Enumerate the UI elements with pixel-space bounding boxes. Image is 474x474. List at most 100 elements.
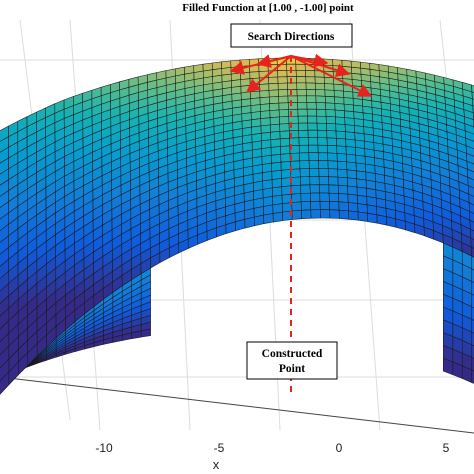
- surface-patch: [279, 116, 290, 125]
- surface-patch: [328, 176, 339, 186]
- surface-patch: [315, 95, 326, 104]
- surface-patch: [357, 211, 369, 222]
- surface-patch: [230, 59, 241, 68]
- surface-patch: [335, 123, 346, 132]
- x-tick-label: 0: [336, 441, 343, 455]
- surface-patch: [338, 209, 350, 220]
- surface-patch: [287, 82, 298, 90]
- surface-patch: [346, 161, 357, 172]
- surface-patch: [324, 83, 335, 91]
- surface-patch: [324, 96, 336, 104]
- surface-patch: [347, 193, 358, 204]
- surface-patch: [280, 153, 291, 163]
- surface-patch: [357, 203, 368, 214]
- surface-patch: [316, 122, 327, 131]
- surface-patch: [376, 214, 387, 226]
- surface-patch: [244, 216, 255, 229]
- surface-patch: [318, 168, 329, 177]
- surface-patch: [290, 184, 302, 195]
- surface-patch: [272, 186, 283, 197]
- surface-patch: [315, 102, 327, 110]
- surface-patch: [326, 123, 337, 132]
- surface-patch: [297, 108, 308, 117]
- surface-patch: [319, 192, 330, 202]
- surface-patch: [271, 153, 282, 164]
- surface-patch: [315, 89, 326, 97]
- surface-patch: [271, 178, 282, 189]
- surface-patch: [319, 200, 330, 210]
- surface-patch: [270, 146, 281, 156]
- surface-patch: [318, 176, 330, 186]
- surface-patch: [271, 161, 282, 172]
- surface-patch: [344, 110, 355, 119]
- surface-patch: [290, 168, 301, 178]
- surface-patch: [467, 185, 474, 197]
- surface-patch: [466, 152, 474, 165]
- surface-patch: [269, 102, 280, 111]
- surface-patch: [260, 131, 272, 142]
- search-direction-arrow: [256, 54, 292, 68]
- x-tick-label: -10: [95, 441, 113, 455]
- surface-patch: [336, 138, 347, 147]
- surface-patch: [469, 210, 474, 223]
- surface-patch: [278, 89, 289, 97]
- surface-patch: [326, 137, 337, 147]
- surface-patch: [253, 214, 265, 227]
- x-axis-label: x: [213, 457, 220, 472]
- surface-patch: [281, 185, 292, 196]
- surface-patch: [239, 59, 250, 67]
- surface-patch: [332, 59, 343, 67]
- surface-patch: [305, 82, 316, 90]
- surface-patch: [355, 147, 366, 157]
- surface-patch: [259, 103, 271, 112]
- surface-patch: [354, 132, 365, 142]
- surface-patch: [278, 95, 289, 104]
- surface-patch: [296, 95, 308, 103]
- surface-patch: [279, 123, 290, 132]
- surface-patch: [287, 95, 298, 103]
- surface-patch: [325, 116, 336, 125]
- surface-patch: [272, 194, 283, 206]
- surface-patch: [334, 96, 345, 105]
- surface-patch: [299, 168, 310, 178]
- surface-patch: [279, 130, 290, 140]
- surface-patch: [296, 82, 307, 90]
- surface-patch: [317, 137, 328, 146]
- surface-patch: [356, 178, 367, 189]
- surface-patch: [309, 176, 320, 186]
- surface-patch: [343, 90, 354, 99]
- surface-patch: [307, 122, 318, 131]
- surface-patch: [280, 169, 292, 179]
- surface-patch: [270, 123, 281, 133]
- surface-patch: [300, 192, 311, 203]
- surface-patch: [272, 211, 284, 223]
- surface-patch: [301, 209, 312, 219]
- surface-patch: [272, 203, 283, 214]
- surface-patch: [307, 137, 319, 146]
- surface-patch: [327, 168, 339, 178]
- surface-patch: [328, 184, 339, 194]
- x-axis-line: [0, 376, 474, 434]
- surface-patch: [470, 228, 474, 240]
- surface-patch: [344, 124, 355, 134]
- surface-patch: [468, 202, 474, 214]
- surface-patch: [306, 102, 317, 110]
- surface-patch: [346, 153, 357, 164]
- surface-patch: [277, 82, 288, 91]
- surface-patch: [291, 201, 302, 212]
- surface-patch: [298, 137, 309, 146]
- surface-patch: [327, 160, 338, 170]
- surface-patch: [307, 115, 318, 124]
- surface-patch: [295, 63, 306, 71]
- surface-patch: [346, 169, 357, 180]
- surface-patch: [345, 138, 356, 148]
- surface-patch: [306, 95, 317, 103]
- surface-patch: [299, 160, 310, 170]
- surface-patch: [308, 152, 319, 161]
- surface-patch: [338, 193, 349, 203]
- surface-patch: [319, 184, 330, 194]
- surface-patch: [336, 153, 347, 163]
- surface-patch: [260, 124, 271, 134]
- surface-patch: [277, 76, 288, 84]
- surface-patch: [317, 129, 328, 139]
